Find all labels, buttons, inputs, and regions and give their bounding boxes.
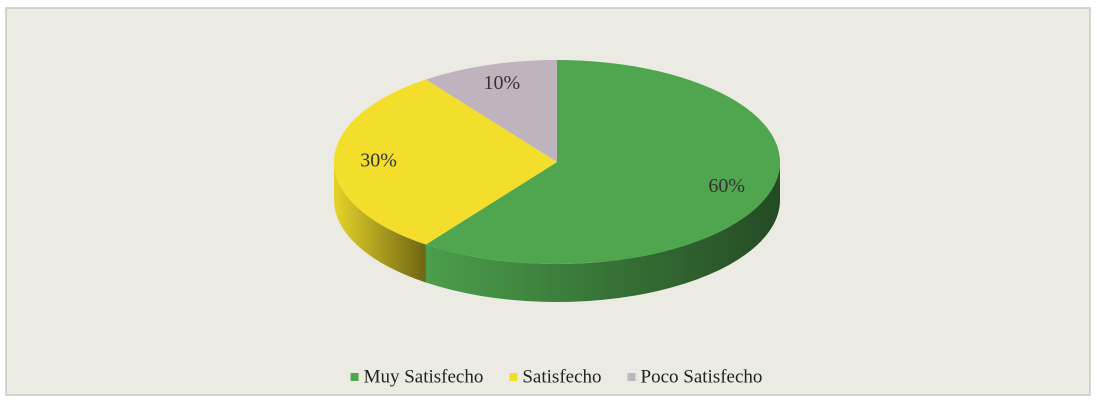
pie-side-shade (334, 162, 426, 283)
pie-slice (425, 60, 557, 162)
legend-marker (350, 373, 359, 381)
legend-marker (509, 373, 518, 381)
pie-side-shade (425, 162, 780, 303)
data-label: 60% (708, 175, 745, 197)
legend-label: Poco Satisfecho (641, 366, 763, 387)
pie-slice (425, 60, 780, 264)
pie-slice (333, 79, 557, 245)
legend-item: Satisfecho (509, 366, 602, 387)
legend-label: Muy Satisfecho (364, 366, 484, 387)
legend-item: Poco Satisfecho (627, 366, 763, 387)
pie-sides (334, 162, 780, 303)
legend-item: Muy Satisfecho (350, 366, 484, 387)
legend-marker (627, 373, 636, 381)
data-label: 10% (484, 72, 521, 94)
pie: 60% 30% 10% (333, 60, 780, 303)
legend: Muy Satisfecho Satisfecho Poco Satisfecho (350, 366, 763, 387)
data-label: 30% (360, 150, 397, 172)
legend-label: Satisfecho (522, 366, 601, 387)
